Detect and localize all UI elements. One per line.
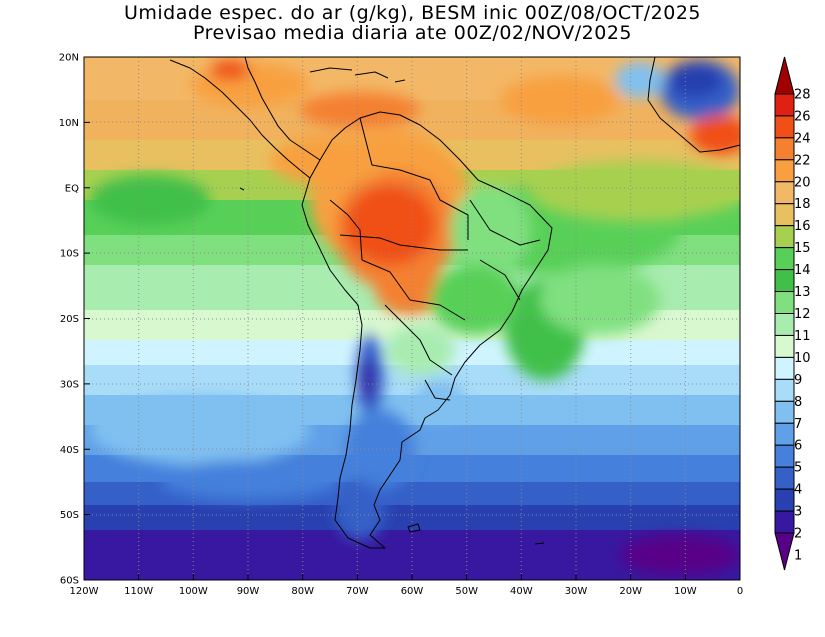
colorbar-segment	[774, 181, 795, 205]
lon-label: 30W	[565, 586, 588, 597]
colorbar-segment	[774, 400, 795, 424]
colorbar-label: 28	[794, 87, 811, 102]
colorbar-segment	[774, 466, 795, 490]
colorbar-segment	[774, 422, 795, 446]
lon-label: 0	[737, 586, 743, 597]
lon-label: 80W	[291, 586, 314, 597]
colorbar-segment	[774, 56, 795, 95]
lat-label: 10S	[60, 249, 79, 260]
colorbar-label: 2	[794, 527, 802, 542]
colorbar-segment	[774, 137, 795, 161]
colorbar-segment	[774, 510, 795, 534]
map-title-line2: Previsao media diaria ate 00Z/02/NOV/202…	[193, 22, 632, 44]
lat-label: 50S	[60, 510, 79, 521]
colorbar-label: 14	[794, 263, 811, 278]
map-title-line1: Umidade espec. do ar (g/kg), BESM inic 0…	[123, 2, 702, 24]
colorbar-label: 4	[794, 483, 802, 498]
colorbar-segment	[774, 159, 795, 183]
lon-label: 10W	[674, 586, 697, 597]
colorbar-label: 3	[794, 505, 802, 520]
colorbar-label: 22	[794, 153, 811, 168]
colorbar-label: 13	[794, 285, 811, 300]
colorbar: 28 26 24 22 20 18 16 15 14 13 12 11 10 9 8 7 6 5 4 3 2 1	[774, 56, 811, 571]
lon-label: 70W	[346, 586, 369, 597]
colorbar-segment	[774, 247, 795, 271]
lat-label: 60S	[60, 576, 79, 587]
colorbar-label: 6	[794, 439, 802, 454]
lon-label: 110W	[124, 586, 153, 597]
coastlines	[169, 57, 740, 549]
colorbar-segment	[774, 488, 795, 512]
colorbar-label: 20	[794, 175, 811, 190]
colorbar-label: 18	[794, 197, 811, 212]
humidity-field	[84, 57, 740, 580]
colorbar-label: 16	[794, 219, 811, 234]
colorbar-segment	[774, 291, 795, 314]
lat-label: 30S	[60, 379, 79, 390]
colorbar-label: 15	[794, 241, 811, 256]
colorbar-label: 10	[794, 351, 811, 366]
lon-label: 100W	[179, 586, 208, 597]
lat-label: EQ	[65, 183, 79, 194]
colorbar-segment	[774, 225, 795, 249]
colorbar-label: 26	[794, 109, 811, 124]
colorbar-label: 9	[794, 373, 802, 388]
latitude-axis: 20N 10N EQ 10S 20S 30S 40S 50S 60S	[59, 53, 90, 587]
lon-label: 120W	[70, 586, 99, 597]
lon-label: 40W	[510, 586, 533, 597]
lon-label: 60W	[401, 586, 424, 597]
colorbar-label: 5	[794, 461, 802, 476]
colorbar-segment	[774, 532, 795, 571]
colorbar-segment	[774, 356, 795, 380]
colorbar-segment	[774, 203, 795, 227]
colorbar-segment	[774, 269, 795, 293]
lon-label: 50W	[455, 586, 478, 597]
colorbar-label: 7	[794, 417, 802, 432]
lat-label: 20N	[59, 53, 79, 64]
colorbar-label: 24	[794, 131, 811, 146]
colorbar-segment	[774, 93, 795, 117]
lat-label: 20S	[60, 314, 79, 325]
graticule	[84, 57, 740, 580]
colorbar-label: 1	[794, 549, 802, 564]
colorbar-label: 12	[794, 307, 811, 322]
colorbar-segment	[774, 444, 795, 468]
colorbar-label: 8	[794, 395, 802, 410]
colorbar-segment	[774, 334, 795, 358]
colorbar-segment	[774, 378, 795, 402]
colorbar-segment	[774, 313, 795, 336]
colorbar-segment	[774, 115, 795, 139]
lat-label: 40S	[60, 445, 79, 456]
colorbar-label: 11	[794, 329, 811, 344]
longitude-axis: 120W 110W 100W 90W 80W 70W 60W 50W 40W 30W 20W 10W 0	[70, 574, 743, 597]
lon-label: 20W	[619, 586, 642, 597]
lon-label: 90W	[237, 586, 260, 597]
lat-label: 10N	[59, 118, 79, 129]
